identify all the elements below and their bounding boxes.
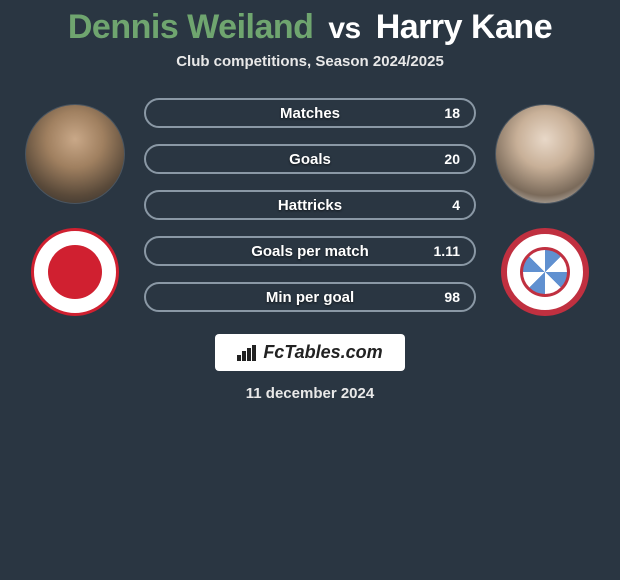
right-column (490, 98, 600, 316)
stats-column: Matches 18 Goals 20 Hattricks 4 Goals per matc… (130, 98, 490, 312)
stat-bar: Hattricks 4 (144, 190, 476, 220)
player-b-avatar (495, 104, 595, 204)
stat-label: Hattricks (278, 197, 342, 214)
stat-label: Matches (280, 105, 340, 122)
stat-label: Goals (289, 151, 331, 168)
club-a-badge (31, 228, 119, 316)
stat-value-right: 20 (444, 151, 460, 167)
club-b-badge (501, 228, 589, 316)
stat-bar: Matches 18 (144, 98, 476, 128)
player-a-avatar (25, 104, 125, 204)
title-player-b: Harry Kane (376, 8, 552, 46)
left-column (20, 98, 130, 316)
title-player-a: Dennis Weiland (68, 8, 314, 46)
comparison-row: Matches 18 Goals 20 Hattricks 4 Goals per matc… (0, 98, 620, 316)
stat-label: Goals per match (251, 243, 369, 260)
comparison-title: Dennis Weiland vs Harry Kane (0, 8, 620, 47)
subtitle: Club competitions, Season 2024/2025 (0, 53, 620, 70)
stat-value-right: 18 (444, 105, 460, 121)
stat-value-right: 1.11 (434, 243, 460, 259)
stat-label: Min per goal (266, 289, 354, 306)
stat-bar: Min per goal 98 (144, 282, 476, 312)
stat-bar: Goals per match 1.11 (144, 236, 476, 266)
stat-value-right: 4 (452, 197, 460, 213)
date: 11 december 2024 (246, 385, 374, 402)
stat-value-right: 98 (444, 289, 460, 305)
stat-bar: Goals 20 (144, 144, 476, 174)
watermark-text: FcTables.com (263, 342, 382, 363)
title-vs: vs (328, 12, 360, 45)
chart-icon (237, 345, 257, 361)
footer: FcTables.com 11 december 2024 (0, 334, 620, 402)
watermark: FcTables.com (215, 334, 404, 371)
